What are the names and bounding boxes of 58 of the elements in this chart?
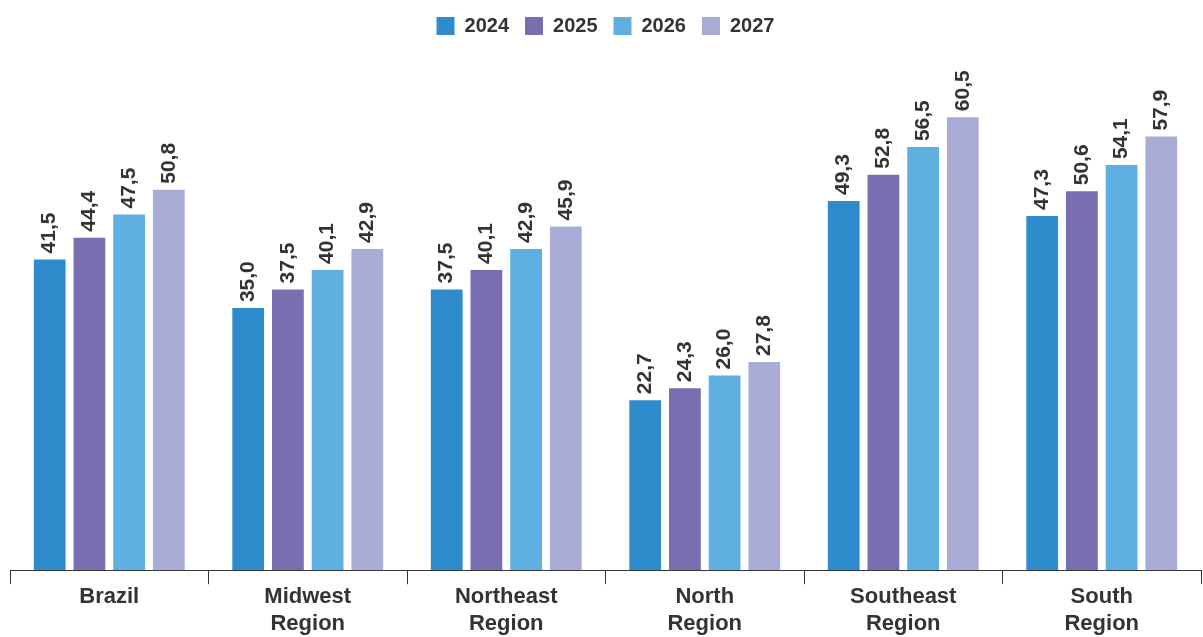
x-tick-label: North Region bbox=[667, 583, 743, 635]
bar bbox=[470, 269, 503, 571]
data-label: 49,3 bbox=[830, 154, 854, 196]
bar bbox=[351, 248, 384, 571]
data-label: 44,4 bbox=[76, 190, 100, 232]
x-tick-label: South Region bbox=[1064, 583, 1140, 635]
data-label: 57,9 bbox=[1148, 89, 1172, 131]
bar bbox=[73, 237, 106, 571]
data-label: 42,9 bbox=[354, 202, 378, 243]
bar bbox=[1105, 165, 1138, 571]
bar bbox=[232, 308, 265, 571]
x-tick-label: Southeast Region bbox=[850, 583, 958, 635]
data-label: 40,1 bbox=[314, 222, 338, 264]
legend-label: 2025 bbox=[553, 13, 598, 36]
bar bbox=[827, 201, 860, 571]
legend-label: 2026 bbox=[641, 13, 686, 36]
bar bbox=[1066, 191, 1098, 571]
bar bbox=[272, 289, 304, 571]
bar bbox=[867, 174, 900, 571]
data-label: 27,8 bbox=[751, 314, 775, 357]
data-label: 54,1 bbox=[1108, 117, 1132, 160]
bar bbox=[430, 289, 463, 571]
bar bbox=[748, 362, 781, 571]
data-label: 47,5 bbox=[115, 167, 139, 209]
bar bbox=[907, 147, 939, 571]
data-label: 37,5 bbox=[433, 242, 457, 284]
bar bbox=[1026, 215, 1059, 571]
bar bbox=[510, 248, 542, 571]
data-label: 52,8 bbox=[870, 127, 894, 169]
bar bbox=[311, 269, 344, 571]
data-label: 26,0 bbox=[711, 328, 735, 370]
data-label: 37,5 bbox=[274, 242, 298, 284]
x-tick-label: Northeast Region bbox=[454, 583, 559, 635]
data-label: 42,9 bbox=[512, 202, 536, 243]
data-label: 60,5 bbox=[949, 69, 973, 112]
data-label: 47,3 bbox=[1029, 169, 1052, 210]
bar bbox=[629, 400, 662, 571]
legend-label: 2024 bbox=[464, 13, 510, 36]
data-label: 40,1 bbox=[473, 222, 497, 264]
bar bbox=[708, 375, 741, 571]
data-label: 50,8 bbox=[155, 142, 179, 184]
x-tick-label: Midwest Region bbox=[264, 583, 352, 635]
bar bbox=[152, 189, 185, 571]
data-label: 24,3 bbox=[671, 341, 695, 383]
data-label: 56,5 bbox=[909, 99, 933, 142]
legend-label: 2027 bbox=[729, 13, 775, 36]
data-label: 41,5 bbox=[36, 212, 60, 254]
data-label: 50,6 bbox=[1068, 144, 1092, 186]
bar bbox=[946, 117, 979, 571]
bar bbox=[669, 388, 701, 571]
bar bbox=[549, 226, 582, 571]
bar bbox=[1145, 136, 1178, 571]
data-label: 45,9 bbox=[552, 179, 576, 221]
bar bbox=[33, 259, 66, 571]
bar bbox=[113, 214, 145, 571]
data-label: 35,0 bbox=[235, 261, 258, 303]
data-label: 22,7 bbox=[632, 353, 655, 395]
x-tick-label: Brazil bbox=[79, 583, 140, 609]
